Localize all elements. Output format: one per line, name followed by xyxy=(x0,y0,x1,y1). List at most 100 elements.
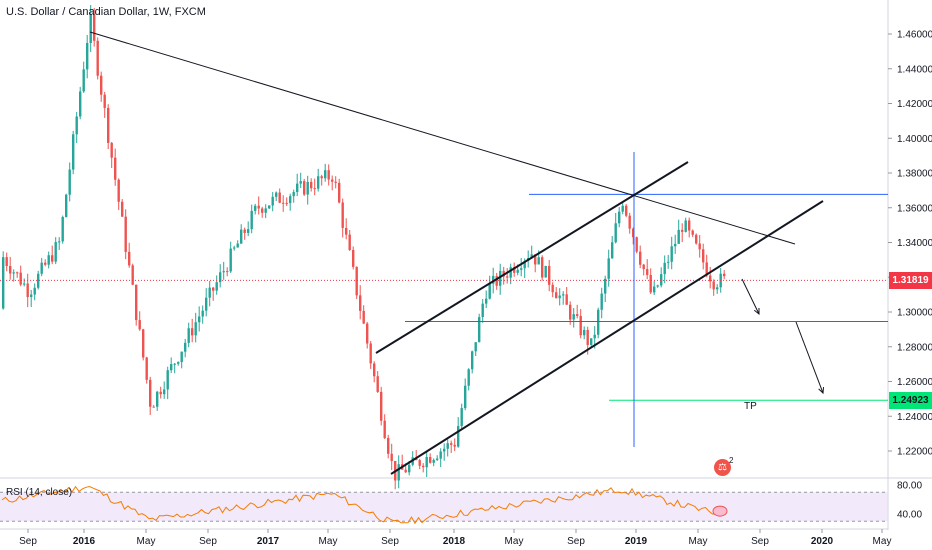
candle-body xyxy=(89,14,92,43)
candle-body xyxy=(558,295,561,299)
candle-body xyxy=(653,286,656,293)
candle-body xyxy=(299,181,302,184)
candle-body xyxy=(499,270,502,286)
candles-group xyxy=(2,5,726,490)
candle-body xyxy=(289,196,292,204)
candle-body xyxy=(523,260,526,269)
candle-body xyxy=(205,297,208,311)
candle-body xyxy=(285,202,288,204)
time-tick-label: Sep xyxy=(381,536,399,547)
candle-body xyxy=(597,309,600,335)
candle-body xyxy=(82,69,85,92)
candle-body xyxy=(387,437,390,454)
candle-body xyxy=(432,459,435,463)
candle-body xyxy=(688,220,691,231)
candle-body xyxy=(30,294,33,297)
candle-body xyxy=(128,251,131,266)
candle-body xyxy=(366,323,369,344)
major-downtrend-line xyxy=(89,31,796,245)
candle-body xyxy=(79,91,82,117)
channel-upper-line xyxy=(375,161,689,354)
candle-body xyxy=(121,201,124,217)
price-tick-label: 1.26000 xyxy=(897,377,932,388)
candle-body xyxy=(236,243,239,248)
candle-body xyxy=(12,272,15,274)
candle-body xyxy=(163,389,166,395)
candle-body xyxy=(506,276,509,278)
candle-body xyxy=(635,237,638,252)
candle-body xyxy=(488,283,491,299)
candle-body xyxy=(117,179,120,202)
candle-body xyxy=(215,282,218,291)
candle-body xyxy=(23,283,26,285)
candle-body xyxy=(649,274,652,293)
candle-body xyxy=(240,229,243,244)
candle-body xyxy=(275,192,278,197)
rsi-tick-label: 80.00 xyxy=(897,481,922,492)
candle-body xyxy=(229,248,232,272)
price-tick-label: 1.30000 xyxy=(897,308,932,319)
candle-body xyxy=(604,278,607,294)
candle-body xyxy=(569,304,572,320)
price-tick-label: 1.38000 xyxy=(897,169,932,180)
target-price-tag: 1.24923 xyxy=(889,391,932,409)
candle-body xyxy=(254,205,257,211)
candle-body xyxy=(548,265,551,285)
candle-body xyxy=(124,216,127,252)
candle-body xyxy=(408,464,411,473)
candle-body xyxy=(467,369,470,386)
candle-body xyxy=(509,267,512,278)
candle-body xyxy=(131,265,134,285)
candle-body xyxy=(296,183,299,193)
projection-arrow-2-head xyxy=(818,386,825,395)
candle-body xyxy=(544,265,547,278)
candle-body xyxy=(317,176,320,189)
candle-body xyxy=(436,458,439,460)
candle-body xyxy=(425,457,428,468)
time-tick-label: Sep xyxy=(19,536,37,547)
candle-body xyxy=(292,192,295,197)
candle-body xyxy=(173,363,176,365)
candle-body xyxy=(93,14,96,41)
candle-body xyxy=(453,444,456,447)
candle-body xyxy=(716,287,719,290)
candle-body xyxy=(691,230,694,235)
candle-body xyxy=(695,234,698,244)
candle-body xyxy=(201,310,204,317)
candle-body xyxy=(492,276,495,284)
price-tick-label: 1.40000 xyxy=(897,134,932,145)
candle-body xyxy=(44,262,47,265)
candle-body xyxy=(33,287,36,295)
candle-body xyxy=(166,370,169,390)
projection-arrow-1-head xyxy=(753,307,760,316)
candle-body xyxy=(723,273,726,277)
time-tick-label: 2016 xyxy=(73,536,96,547)
candle-body xyxy=(268,205,271,209)
candle-body xyxy=(562,294,565,296)
candle-body xyxy=(674,243,677,247)
candle-body xyxy=(702,249,705,263)
candle-body xyxy=(2,257,5,309)
candle-body xyxy=(607,258,610,279)
candle-body xyxy=(156,391,159,407)
candle-body xyxy=(5,257,8,267)
candle-body xyxy=(429,457,432,463)
candle-body xyxy=(677,229,680,244)
candle-body xyxy=(100,75,103,95)
candle-body xyxy=(583,329,586,336)
candle-body xyxy=(198,316,201,323)
candle-body xyxy=(114,157,117,180)
candle-body xyxy=(709,275,712,282)
candle-body xyxy=(345,227,348,235)
candle-body xyxy=(712,281,715,290)
candle-body xyxy=(670,246,673,262)
candle-body xyxy=(72,134,75,170)
candle-body xyxy=(303,181,306,195)
rsi-label: RSI (14, close) xyxy=(6,487,73,498)
price-tick-label: 1.22000 xyxy=(897,447,932,458)
candle-body xyxy=(632,228,635,238)
candle-body xyxy=(541,257,544,278)
tradingview-logo-icon[interactable]: ⚖ xyxy=(714,459,731,476)
candle-body xyxy=(485,298,488,304)
